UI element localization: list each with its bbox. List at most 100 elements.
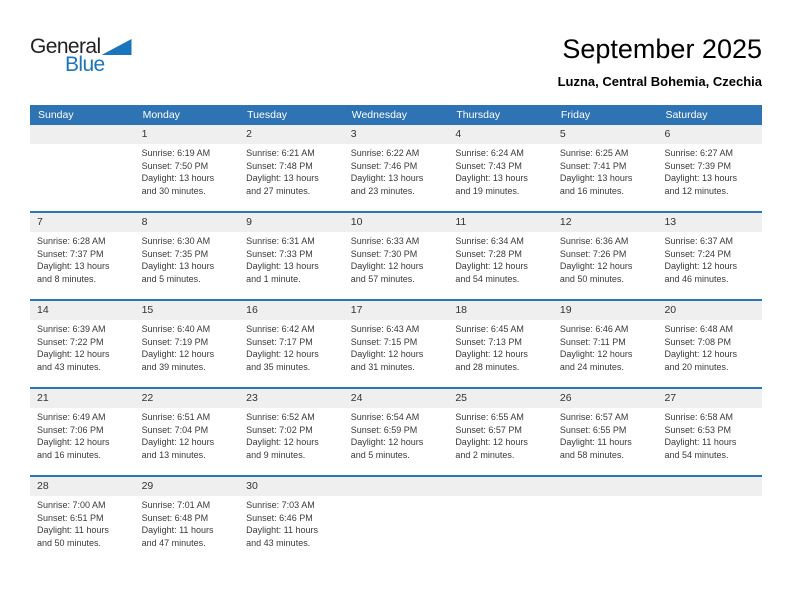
sunrise-text: Sunrise: 6:43 AM bbox=[350, 324, 420, 334]
general-blue-logo: General Blue bbox=[30, 36, 132, 76]
daylight-text-2: and 43 minutes. bbox=[246, 537, 311, 548]
day-cell: Sunrise: 6:51 AM Sunset: 7:04 PM Daylight:… bbox=[135, 408, 240, 475]
day-cell: Sunrise: 6:57 AM Sunset: 6:55 PM Daylight:… bbox=[553, 408, 658, 475]
sunset-text: Sunset: 7:19 PM bbox=[141, 336, 209, 347]
calendar-table: Sunday Monday Tuesday Wednesday Thursday Frid… bbox=[30, 105, 762, 563]
day-cell: Sunrise: 6:52 AM Sunset: 7:02 PM Daylight:… bbox=[239, 408, 344, 475]
daylight-text: Daylight: 13 hours bbox=[141, 261, 215, 271]
day-cell: Sunrise: 7:00 AM Sunset: 6:51 PM Daylight:… bbox=[30, 496, 135, 563]
daylight-text-2: and 23 minutes. bbox=[350, 185, 415, 196]
day-cell: Sunrise: 6:34 AM Sunset: 7:28 PM Daylight:… bbox=[448, 232, 553, 299]
day-cell: Sunrise: 6:33 AM Sunset: 7:30 PM Daylight:… bbox=[344, 232, 449, 299]
day-number-band: 7 8 9 10 11 12 13 bbox=[30, 213, 762, 232]
sunrise-text: Sunrise: 6:52 AM bbox=[246, 412, 315, 422]
day-number: 20 bbox=[664, 304, 677, 316]
daylight-text: Daylight: 12 hours bbox=[455, 437, 528, 447]
day-details-band: Sunrise: 6:19 AM Sunset: 7:50 PM Daylight:… bbox=[30, 144, 762, 211]
day-cell-empty bbox=[344, 496, 449, 563]
day-cell: Sunrise: 7:03 AM Sunset: 6:46 PM Daylight:… bbox=[239, 496, 344, 563]
daylight-text: Daylight: 12 hours bbox=[664, 349, 738, 359]
daylight-text-2: and 9 minutes. bbox=[246, 449, 306, 460]
sunrise-text: Sunrise: 6:31 AM bbox=[246, 236, 315, 246]
sunrise-text: Sunrise: 6:58 AM bbox=[664, 412, 734, 422]
sunrise-text: Sunrise: 6:48 AM bbox=[664, 324, 734, 334]
day-cell: Sunrise: 6:27 AM Sunset: 7:39 PM Daylight:… bbox=[657, 144, 762, 211]
day-number: 1 bbox=[141, 128, 148, 140]
day-cell: Sunrise: 6:46 AM Sunset: 7:11 PM Daylight:… bbox=[553, 320, 658, 387]
day-number: 9 bbox=[246, 216, 252, 228]
daylight-text-2: and 2 minutes. bbox=[455, 449, 515, 460]
daylight-text: Daylight: 12 hours bbox=[246, 437, 319, 447]
sunset-text: Sunset: 7:37 PM bbox=[37, 248, 104, 259]
sunset-text: Sunset: 7:43 PM bbox=[455, 160, 522, 171]
daylight-text-2: and 35 minutes. bbox=[246, 361, 311, 372]
daylight-text: Daylight: 13 hours bbox=[141, 173, 215, 183]
day-number-band: 28 29 30 bbox=[30, 477, 762, 496]
daylight-text-2: and 27 minutes. bbox=[246, 185, 311, 196]
day-cell: Sunrise: 6:24 AM Sunset: 7:43 PM Daylight:… bbox=[448, 144, 553, 211]
day-number: 21 bbox=[37, 392, 49, 404]
day-number: 10 bbox=[350, 216, 363, 228]
daylight-text: Daylight: 13 hours bbox=[246, 261, 319, 271]
daylight-text-2: and 54 minutes. bbox=[664, 449, 729, 460]
daylight-text: Daylight: 12 hours bbox=[455, 261, 528, 271]
daylight-text-2: and 28 minutes. bbox=[455, 361, 520, 372]
daylight-text: Daylight: 13 hours bbox=[246, 173, 319, 183]
sunset-text: Sunset: 7:15 PM bbox=[350, 336, 418, 347]
sunrise-text: Sunrise: 6:37 AM bbox=[664, 236, 734, 246]
day-cell: Sunrise: 6:28 AM Sunset: 7:37 PM Daylight:… bbox=[30, 232, 135, 299]
week-row: 21 22 23 24 25 26 27 Sunrise: 6:49 AM Sunset: 7:… bbox=[30, 387, 762, 475]
sunset-text: Sunset: 7:06 PM bbox=[37, 424, 104, 435]
day-cell-empty bbox=[553, 496, 658, 563]
day-cell: Sunrise: 6:30 AM Sunset: 7:35 PM Daylight:… bbox=[135, 232, 240, 299]
day-cell: Sunrise: 6:22 AM Sunset: 7:46 PM Daylight:… bbox=[344, 144, 449, 211]
day-number: 11 bbox=[455, 216, 467, 228]
sunrise-text: Sunrise: 6:28 AM bbox=[37, 236, 106, 246]
daylight-text-2: and 46 minutes. bbox=[664, 273, 729, 284]
sunset-text: Sunset: 6:57 PM bbox=[455, 424, 522, 435]
daylight-text: Daylight: 12 hours bbox=[37, 349, 110, 359]
day-number: 28 bbox=[37, 480, 49, 492]
day-cell: Sunrise: 6:54 AM Sunset: 6:59 PM Daylight:… bbox=[344, 408, 449, 475]
daylight-text: Daylight: 13 hours bbox=[350, 173, 424, 183]
weekday-header-saturday: Saturday bbox=[665, 109, 708, 121]
day-number-band: 1 2 3 4 5 6 bbox=[30, 125, 762, 144]
day-cell: Sunrise: 7:01 AM Sunset: 6:48 PM Daylight:… bbox=[135, 496, 240, 563]
sunset-text: Sunset: 6:51 PM bbox=[37, 512, 104, 523]
day-number-empty bbox=[344, 477, 449, 496]
day-cell: Sunrise: 6:39 AM Sunset: 7:22 PM Daylight:… bbox=[30, 320, 135, 387]
sunrise-text: Sunrise: 6:57 AM bbox=[559, 412, 629, 422]
daylight-text: Daylight: 11 hours bbox=[37, 525, 109, 535]
day-number: 4 bbox=[455, 128, 462, 140]
day-cell: Sunrise: 6:36 AM Sunset: 7:26 PM Daylight:… bbox=[553, 232, 658, 299]
weekday-header-wednesday: Wednesday bbox=[351, 109, 407, 121]
day-cell: Sunrise: 6:21 AM Sunset: 7:48 PM Daylight:… bbox=[239, 144, 344, 211]
day-details-band: Sunrise: 6:49 AM Sunset: 7:06 PM Daylight:… bbox=[30, 408, 762, 475]
day-number: 26 bbox=[559, 392, 572, 404]
sunset-text: Sunset: 7:33 PM bbox=[246, 248, 313, 259]
day-cell: Sunrise: 6:40 AM Sunset: 7:19 PM Daylight:… bbox=[135, 320, 240, 387]
day-cell-empty bbox=[657, 496, 762, 563]
daylight-text-2: and 31 minutes. bbox=[350, 361, 415, 372]
sunset-text: Sunset: 6:55 PM bbox=[559, 424, 627, 435]
sunset-text: Sunset: 6:59 PM bbox=[350, 424, 418, 435]
daylight-text: Daylight: 12 hours bbox=[350, 261, 424, 271]
daylight-text-2: and 5 minutes. bbox=[350, 449, 410, 460]
logo-text-blue: Blue bbox=[65, 53, 105, 76]
week-row: 28 29 30 Sunrise: 7:00 AM Sunset: 6:51 PM Day… bbox=[30, 475, 762, 563]
day-cell: Sunrise: 6:31 AM Sunset: 7:33 PM Daylight:… bbox=[239, 232, 344, 299]
sunrise-text: Sunrise: 6:51 AM bbox=[141, 412, 211, 422]
week-row: 1 2 3 4 5 6 Sunrise: 6:19 AM Sunset: 7:50 PM Day… bbox=[30, 125, 762, 211]
daylight-text-2: and 39 minutes. bbox=[141, 361, 206, 372]
sunrise-text: Sunrise: 6:36 AM bbox=[559, 236, 629, 246]
sunrise-text: Sunrise: 6:27 AM bbox=[664, 148, 734, 158]
day-number-band: 21 22 23 24 25 26 27 bbox=[30, 389, 762, 408]
daylight-text: Daylight: 11 hours bbox=[141, 525, 214, 535]
daylight-text: Daylight: 13 hours bbox=[664, 173, 738, 183]
sunrise-text: Sunrise: 7:01 AM bbox=[141, 500, 211, 510]
day-cell: Sunrise: 6:49 AM Sunset: 7:06 PM Daylight:… bbox=[30, 408, 135, 475]
sunset-text: Sunset: 7:11 PM bbox=[559, 336, 626, 347]
sunset-text: Sunset: 7:50 PM bbox=[141, 160, 209, 171]
sunrise-text: Sunrise: 6:40 AM bbox=[141, 324, 211, 334]
sunset-text: Sunset: 7:04 PM bbox=[141, 424, 209, 435]
